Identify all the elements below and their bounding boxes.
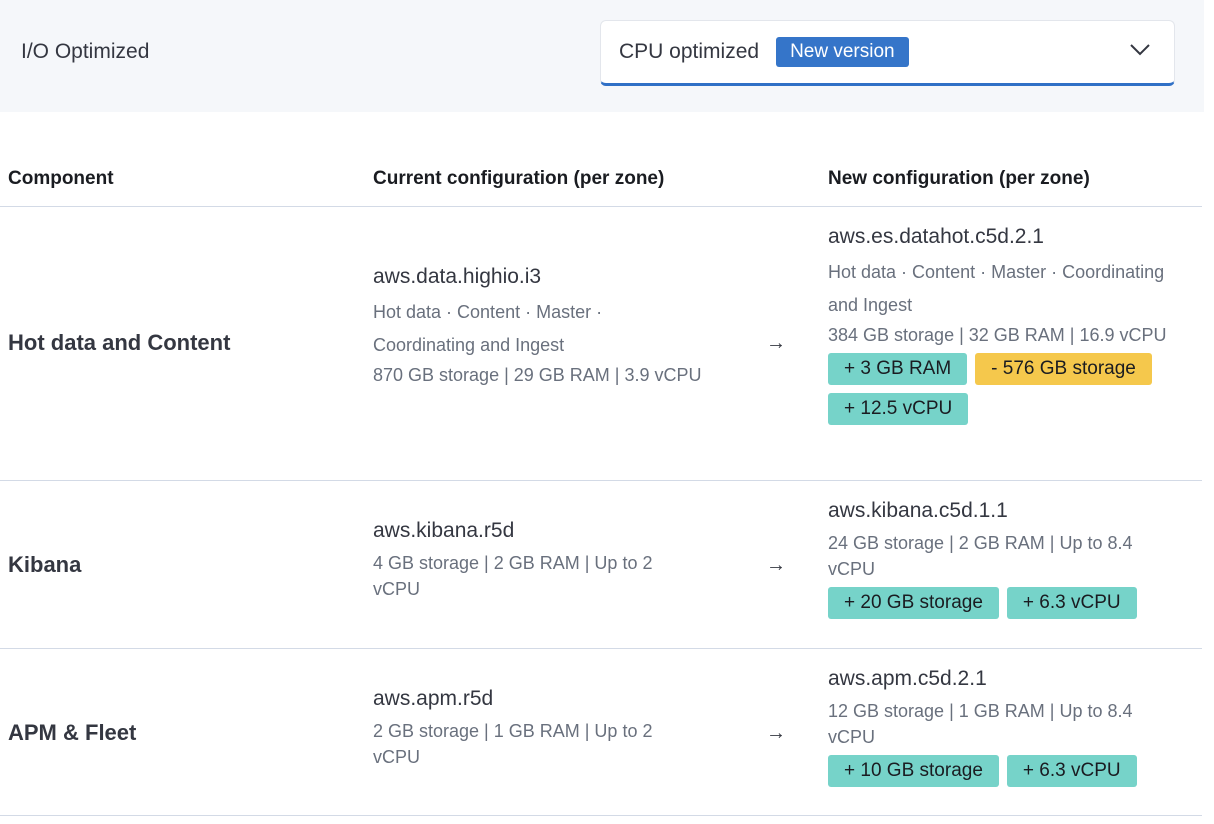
instance-name: aws.apm.c5d.2.1 bbox=[828, 667, 987, 690]
change-badge-increase: + 12.5 vCPU bbox=[828, 393, 969, 425]
current-template-label: I/O Optimized bbox=[21, 40, 150, 63]
table-row: Kibana aws.kibana.r5d 4 GB storage | 2 G… bbox=[0, 480, 1202, 648]
arrow-right-icon: → bbox=[766, 722, 786, 744]
new-config: aws.es.datahot.c5d.2.1 Hot data · Conten… bbox=[828, 222, 1168, 425]
change-badge-increase: + 6.3 vCPU bbox=[1006, 587, 1137, 619]
template-dropdown[interactable]: CPU optimized New version bbox=[600, 20, 1175, 86]
header-current: Current configuration (per zone) bbox=[373, 168, 665, 189]
component-name: Hot data and Content bbox=[8, 330, 231, 355]
roles: Hot data · Content · Master · Coordinati… bbox=[373, 302, 603, 355]
template-selector-bar: I/O Optimized CPU optimized New version bbox=[0, 0, 1204, 112]
specs: 2 GB storage | 1 GB RAM | Up to 2 vCPU bbox=[373, 721, 653, 767]
current-config: aws.kibana.r5d 4 GB storage | 2 GB RAM |… bbox=[373, 516, 703, 602]
change-chips: + 10 GB storage + 6.3 vCPU bbox=[828, 755, 1188, 787]
current-config: aws.apm.r5d 2 GB storage | 1 GB RAM | Up… bbox=[373, 684, 703, 770]
specs: 12 GB storage | 1 GB RAM | Up to 8.4 vCP… bbox=[828, 701, 1133, 747]
header-component: Component bbox=[8, 168, 114, 189]
current-config: aws.data.highio.i3 Hot data · Content · … bbox=[373, 262, 703, 388]
arrow-right-icon: → bbox=[766, 332, 786, 354]
component-name: Kibana bbox=[8, 552, 82, 577]
roles: Hot data · Content · Master · Coordinati… bbox=[828, 262, 1165, 315]
instance-name: aws.data.highio.i3 bbox=[373, 265, 542, 288]
chevron-down-icon bbox=[1130, 44, 1150, 56]
instance-name: aws.kibana.r5d bbox=[373, 519, 515, 542]
dropdown-value: CPU optimized bbox=[619, 40, 760, 63]
table-row: Hot data and Content aws.data.highio.i3 … bbox=[0, 206, 1202, 480]
change-badge-increase: + 3 GB RAM bbox=[828, 353, 968, 385]
table-row: APM & Fleet aws.apm.r5d 2 GB storage | 1… bbox=[0, 648, 1202, 815]
header-new: New configuration (per zone) bbox=[828, 168, 1090, 189]
change-chips: + 3 GB RAM - 576 GB storage + 12.5 vCPU bbox=[828, 353, 1188, 425]
new-config: aws.kibana.c5d.1.1 24 GB storage | 2 GB … bbox=[828, 496, 1183, 619]
change-badge-decrease: - 576 GB storage bbox=[975, 353, 1152, 385]
divider bbox=[0, 648, 1202, 649]
specs: 24 GB storage | 2 GB RAM | Up to 8.4 vCP… bbox=[828, 533, 1133, 579]
arrow-right-icon: → bbox=[766, 554, 786, 576]
change-badge-increase: + 6.3 vCPU bbox=[1006, 755, 1137, 787]
specs: 384 GB storage | 32 GB RAM | 16.9 vCPU bbox=[828, 325, 1167, 345]
new-config: aws.apm.c5d.2.1 12 GB storage | 1 GB RAM… bbox=[828, 664, 1183, 787]
instance-name: aws.es.datahot.c5d.2.1 bbox=[828, 225, 1044, 248]
new-version-badge: New version bbox=[776, 37, 909, 67]
divider bbox=[0, 206, 1202, 207]
specs: 4 GB storage | 2 GB RAM | Up to 2 vCPU bbox=[373, 553, 653, 599]
instance-name: aws.kibana.c5d.1.1 bbox=[828, 499, 1008, 522]
component-name: APM & Fleet bbox=[8, 720, 137, 745]
change-badge-increase: + 20 GB storage bbox=[828, 587, 999, 619]
instance-name: aws.apm.r5d bbox=[373, 687, 494, 710]
divider bbox=[0, 815, 1202, 816]
specs: 870 GB storage | 29 GB RAM | 3.9 vCPU bbox=[373, 365, 702, 385]
change-badge-increase: + 10 GB storage bbox=[828, 755, 999, 787]
change-chips: + 20 GB storage + 6.3 vCPU bbox=[828, 587, 1188, 619]
divider bbox=[0, 480, 1202, 481]
